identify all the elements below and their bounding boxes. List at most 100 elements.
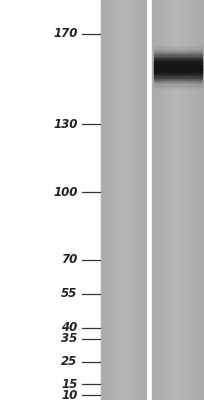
Bar <box>129 0 130 400</box>
Bar <box>154 66 202 67</box>
Bar <box>138 0 139 400</box>
Bar <box>132 0 133 400</box>
Bar <box>133 0 134 400</box>
Bar <box>194 0 195 400</box>
Bar <box>141 0 142 400</box>
Bar <box>106 0 107 400</box>
Bar <box>115 0 116 400</box>
Bar <box>104 0 105 400</box>
Bar <box>143 0 144 400</box>
Bar <box>116 0 117 400</box>
Bar <box>123 0 124 400</box>
Bar <box>154 0 155 400</box>
Bar <box>159 0 160 400</box>
Text: 130: 130 <box>53 118 78 131</box>
Text: 55: 55 <box>61 287 78 300</box>
Bar <box>200 0 201 400</box>
Bar <box>167 0 168 400</box>
Bar <box>152 0 153 400</box>
Bar <box>175 0 176 400</box>
Bar <box>127 0 128 400</box>
Bar <box>154 62 202 64</box>
Bar <box>154 52 202 53</box>
Bar <box>154 80 202 81</box>
Bar <box>117 0 118 400</box>
Bar <box>131 0 132 400</box>
Bar <box>113 0 114 400</box>
Bar <box>201 0 202 400</box>
Bar <box>154 59 202 60</box>
Bar <box>126 0 127 400</box>
Bar <box>154 82 202 84</box>
Bar <box>195 0 196 400</box>
Bar <box>107 0 108 400</box>
Bar <box>154 60 202 62</box>
Bar <box>165 0 166 400</box>
Bar <box>111 0 112 400</box>
Bar <box>154 70 202 71</box>
Bar <box>169 0 170 400</box>
Bar <box>157 0 158 400</box>
Bar <box>154 67 202 68</box>
Bar <box>137 0 138 400</box>
Text: 170: 170 <box>53 27 78 40</box>
Bar <box>173 0 174 400</box>
Bar <box>154 70 202 72</box>
Bar <box>154 54 202 56</box>
Bar <box>102 0 103 400</box>
Bar <box>125 0 126 400</box>
Bar <box>154 74 202 75</box>
Text: 10: 10 <box>61 389 78 400</box>
Bar <box>154 83 202 85</box>
Bar <box>128 0 129 400</box>
Bar <box>108 0 109 400</box>
Text: 70: 70 <box>61 253 78 266</box>
Bar <box>130 0 131 400</box>
Bar <box>177 0 178 400</box>
Bar <box>182 0 183 400</box>
Bar <box>142 0 143 400</box>
Bar <box>101 0 102 400</box>
Bar <box>188 0 189 400</box>
Bar <box>176 0 177 400</box>
Bar <box>187 0 188 400</box>
Bar <box>156 0 157 400</box>
Bar <box>154 79 202 80</box>
Bar <box>154 75 202 76</box>
Bar <box>180 0 181 400</box>
Bar <box>161 0 162 400</box>
Bar <box>174 0 175 400</box>
Bar <box>191 0 192 400</box>
Bar <box>154 57 202 58</box>
Bar <box>154 76 202 78</box>
Text: 35: 35 <box>61 332 78 346</box>
Bar <box>154 48 202 50</box>
Bar <box>109 0 110 400</box>
Bar <box>202 0 203 400</box>
Bar <box>197 0 198 400</box>
Bar <box>154 51 202 52</box>
Bar <box>164 0 165 400</box>
Bar <box>170 0 171 400</box>
Text: 25: 25 <box>61 355 78 368</box>
Bar <box>166 0 167 400</box>
Bar <box>154 65 202 66</box>
Bar <box>144 0 145 400</box>
Bar <box>178 0 179 400</box>
Bar <box>120 0 121 400</box>
Text: 100: 100 <box>53 186 78 198</box>
Bar <box>110 0 111 400</box>
Bar <box>154 46 202 48</box>
Bar <box>154 68 202 70</box>
Bar <box>172 0 173 400</box>
Bar <box>154 78 202 79</box>
Bar <box>154 50 202 51</box>
Bar <box>160 0 161 400</box>
Bar <box>103 0 104 400</box>
Bar <box>134 0 135 400</box>
Bar <box>154 58 202 59</box>
Bar <box>184 0 185 400</box>
Bar <box>154 56 202 57</box>
Bar <box>193 0 194 400</box>
Bar <box>181 0 182 400</box>
